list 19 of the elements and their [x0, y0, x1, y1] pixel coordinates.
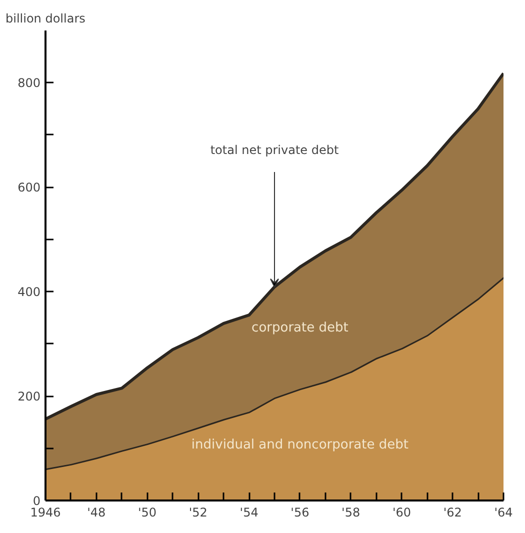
series-label: individual and noncorporate debt: [191, 437, 408, 452]
x-tick-label: '64: [494, 506, 513, 520]
annotation: total net private debt: [210, 142, 339, 157]
x-tick-label: '50: [138, 506, 157, 520]
x-tick-label: '54: [240, 506, 258, 520]
x-tick-label: '52: [188, 506, 208, 520]
x-tick-label: '58: [342, 506, 360, 520]
x-tick-label: 1946: [30, 506, 61, 520]
y-tick-label: 0: [32, 494, 41, 508]
x-tick-label: '48: [87, 506, 106, 520]
y-tick-label: 600: [18, 180, 40, 195]
y-tick-label: 800: [18, 76, 40, 90]
x-tick-label: '60: [392, 506, 412, 520]
series-label: corporate debt: [252, 320, 348, 336]
y-axis-title: billion dollars: [6, 12, 86, 26]
y-tick-label: 200: [18, 390, 40, 404]
x-tick-label: '62: [443, 506, 462, 520]
y-tick-label: 400: [18, 285, 40, 300]
x-tick-label: '56: [290, 506, 310, 520]
